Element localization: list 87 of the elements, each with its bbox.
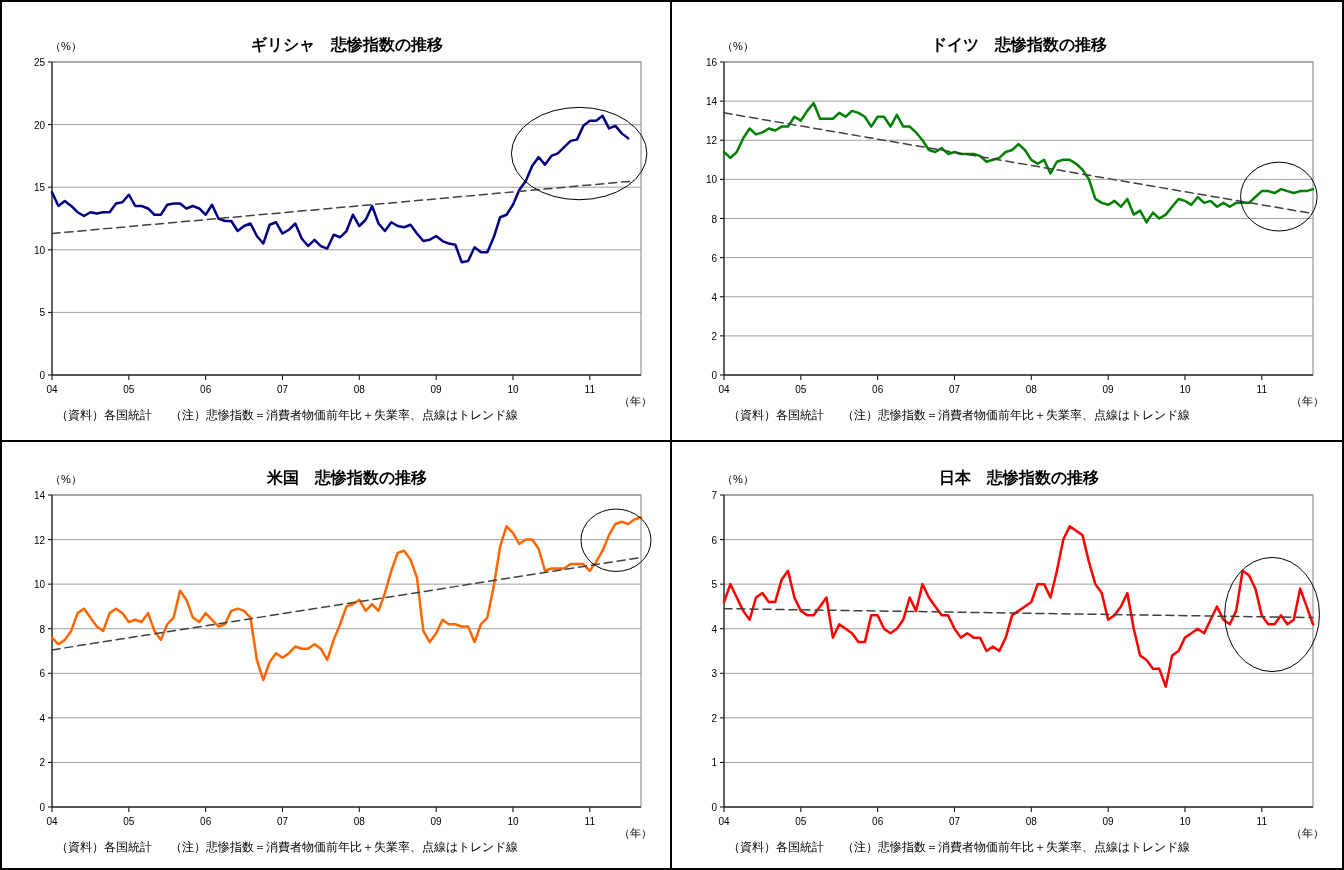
text: （注）悲惨指数＝消費者物価前年比＋失業率、点線はトレンド線: [842, 840, 1190, 854]
y-tick-label: 5: [711, 579, 718, 591]
x-tick-label: 04: [46, 384, 58, 395]
x-tick-label: 09: [1102, 816, 1115, 827]
y-tick-label: 25: [33, 57, 46, 68]
chart-title: 米国 悲惨指数の推移: [265, 469, 427, 486]
x-tick-label: 05: [795, 816, 807, 827]
x-tick-label: 09: [1102, 384, 1115, 395]
line-series: [50, 516, 643, 682]
y-tick-label: 10: [33, 579, 46, 591]
y-tick-label: 14: [33, 490, 46, 501]
y-tick-label: 0: [711, 802, 718, 813]
x-tick-label: 06: [200, 816, 212, 827]
y-tick-label: 2: [711, 712, 718, 724]
x-axis-title: （年）: [1290, 395, 1324, 407]
y-tick-label: 12: [705, 135, 718, 147]
x-tick-label: 04: [46, 816, 58, 827]
x-tick-label: 04: [718, 384, 730, 395]
y-tick-label: 4: [711, 291, 718, 303]
y-tick-label: 1: [711, 757, 718, 769]
x-tick-label: 08: [353, 816, 366, 827]
y-tick-label: 12: [33, 534, 46, 546]
x-tick-label: 10: [1179, 384, 1191, 395]
x-tick-label: 05: [123, 816, 135, 827]
text: （資料）各国統計: [56, 840, 152, 854]
line-series: [722, 524, 1315, 688]
text: （資料）各国統計: [56, 408, 152, 422]
y-tick-label: 16: [705, 57, 718, 68]
x-tick-label: 10: [507, 816, 519, 827]
y-tick-label: 20: [33, 119, 46, 131]
x-tick-label: 09: [430, 384, 443, 395]
y-tick-label: 0: [39, 802, 46, 813]
line-series: [50, 114, 630, 264]
x-axis-title: （年）: [618, 827, 652, 839]
x-tick-label: 11: [1256, 816, 1268, 827]
y-tick-label: 2: [39, 757, 46, 769]
x-tick-label: 11: [1256, 384, 1268, 395]
x-tick-label: 05: [795, 384, 807, 395]
chart-title: ギリシャ 悲惨指数の推移: [250, 36, 443, 53]
y-tick-label: 10: [705, 174, 718, 186]
y-tick-label: 15: [33, 182, 46, 194]
x-tick-label: 08: [353, 384, 366, 395]
y-tick-label: 0: [39, 370, 46, 381]
text: （資料）各国統計: [728, 840, 824, 854]
x-tick-label: 06: [872, 384, 884, 395]
y-tick-label: 2: [711, 330, 718, 342]
y-axis-title: （%）: [50, 40, 82, 52]
x-tick-label: 07: [948, 384, 961, 395]
y-tick-label: 7: [711, 490, 718, 501]
y-tick-label: 4: [711, 623, 718, 635]
y-axis-title: （%）: [722, 40, 754, 52]
text: （注）悲惨指数＝消費者物価前年比＋失業率、点線はトレンド線: [170, 840, 518, 854]
x-tick-label: 07: [276, 816, 289, 827]
x-tick-label: 11: [584, 816, 596, 827]
text: （資料）各国統計: [728, 408, 824, 422]
line-series: [722, 101, 1315, 224]
y-tick-label: 4: [39, 712, 46, 724]
x-tick-label: 04: [718, 816, 730, 827]
x-tick-label: 06: [872, 816, 884, 827]
text: （注）悲惨指数＝消費者物価前年比＋失業率、点線はトレンド線: [842, 408, 1190, 422]
x-tick-label: 07: [948, 816, 961, 827]
x-tick-label: 11: [584, 384, 596, 395]
x-tick-label: 08: [1025, 816, 1038, 827]
x-tick-label: 07: [276, 384, 289, 395]
y-tick-label: 8: [39, 623, 46, 635]
y-tick-label: 0: [711, 370, 718, 381]
chart-title: ドイツ 悲惨指数の推移: [930, 36, 1107, 53]
y-tick-label: 6: [711, 252, 718, 264]
x-axis-title: （年）: [1290, 827, 1324, 839]
x-tick-label: 06: [200, 384, 212, 395]
text: （注）悲惨指数＝消費者物価前年比＋失業率、点線はトレンド線: [170, 408, 518, 422]
y-tick-label: 3: [711, 668, 718, 680]
x-tick-label: 09: [430, 816, 443, 827]
y-axis-title: （%）: [50, 473, 82, 485]
y-axis-title: （%）: [722, 473, 754, 485]
y-tick-label: 8: [711, 213, 718, 225]
x-tick-label: 10: [1179, 816, 1191, 827]
x-axis-title: （年）: [618, 395, 652, 407]
y-tick-label: 14: [705, 96, 718, 108]
y-tick-label: 10: [33, 244, 46, 256]
x-tick-label: 05: [123, 384, 135, 395]
x-tick-label: 10: [507, 384, 519, 395]
y-tick-label: 6: [711, 534, 718, 546]
y-tick-label: 6: [39, 668, 46, 680]
chart-title: 日本 悲惨指数の推移: [938, 469, 1099, 486]
x-tick-label: 08: [1025, 384, 1038, 395]
y-tick-label: 5: [39, 307, 46, 319]
